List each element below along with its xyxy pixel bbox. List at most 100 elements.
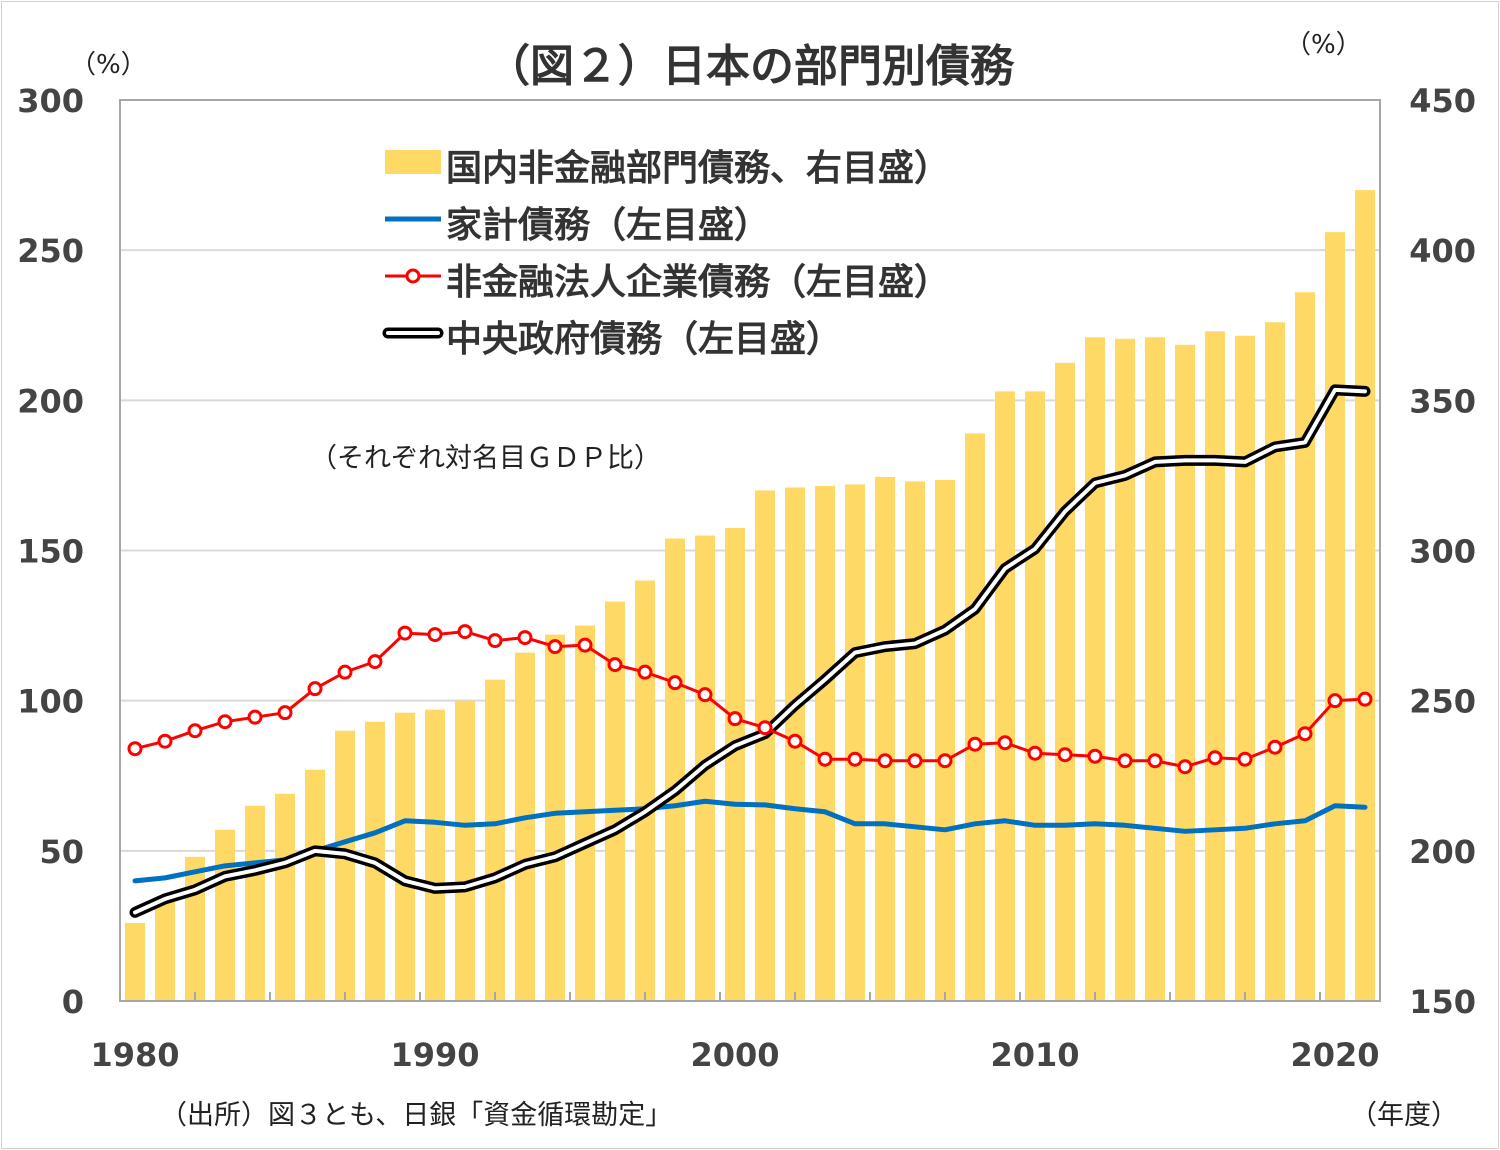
bar-1998 xyxy=(665,538,685,1001)
corporate-point-1988 xyxy=(367,654,383,670)
bar-1991 xyxy=(455,700,475,1001)
bar-2016 xyxy=(1205,331,1225,1001)
bar-2009 xyxy=(995,391,1015,1001)
bar-1993 xyxy=(515,652,535,1001)
source-note: （出所）図３とも、日銀「資金循環勘定」 xyxy=(160,1100,673,1131)
corporate-point-1999 xyxy=(697,687,713,703)
left-axis-unit: （%） xyxy=(70,50,147,80)
corporate-point-2018 xyxy=(1267,739,1283,755)
corporate-point-2019 xyxy=(1297,726,1313,742)
corporate-point-2007 xyxy=(937,753,953,769)
bar-2000 xyxy=(725,527,745,1001)
bar-2012 xyxy=(1085,337,1105,1002)
x-tick-label: 2010 xyxy=(990,1036,1079,1074)
corporate-point-1991 xyxy=(457,624,473,640)
right-tick-label: 300 xyxy=(1409,533,1476,571)
corporate-point-2012 xyxy=(1087,748,1103,764)
corporate-point-1995 xyxy=(577,637,593,653)
bar-1983 xyxy=(215,829,235,1001)
bar-1989 xyxy=(395,712,415,1001)
bar-2006 xyxy=(905,481,925,1001)
left-tick-label: 0 xyxy=(62,983,84,1021)
corporate-point-2013 xyxy=(1117,753,1133,769)
annotation: （それぞれ対名目ＧＤＰ比） xyxy=(310,443,661,474)
corporate-point-1981 xyxy=(157,733,173,749)
right-tick-label: 150 xyxy=(1409,983,1476,1021)
left-tick-label: 100 xyxy=(17,683,84,721)
corporate-point-1983 xyxy=(217,714,233,730)
right-tick-label: 400 xyxy=(1409,232,1476,270)
corporate-point-2015 xyxy=(1177,759,1193,775)
right-tick-label: 450 xyxy=(1409,82,1476,120)
corporate-point-1998 xyxy=(667,675,683,691)
bar-2021 xyxy=(1355,190,1375,1002)
corporate-point-2005 xyxy=(877,753,893,769)
corporate-point-1986 xyxy=(307,681,323,697)
corporate-point-2021 xyxy=(1357,691,1373,707)
legend-label: 中央政府債務（左目盛） xyxy=(446,319,843,360)
bar-2011 xyxy=(1055,362,1075,1002)
right-tick-label: 200 xyxy=(1409,833,1476,871)
bar-2008 xyxy=(965,433,985,1001)
bar-1980 xyxy=(125,922,145,1001)
corporate-point-2000 xyxy=(727,711,743,727)
corporate-point-1989 xyxy=(397,625,413,641)
corporate-point-2010 xyxy=(1027,745,1043,761)
bar-1986 xyxy=(305,769,325,1001)
legend-label: 国内非金融部門債務、右目盛） xyxy=(446,148,951,189)
bar-1996 xyxy=(605,601,625,1001)
left-tick-label: 300 xyxy=(17,82,84,120)
corporate-point-2009 xyxy=(997,735,1013,751)
corporate-point-2011 xyxy=(1057,747,1073,763)
bar-2004 xyxy=(845,484,865,1002)
bar-1981 xyxy=(155,901,175,1001)
left-tick-label: 250 xyxy=(17,232,84,270)
bar-2001 xyxy=(755,490,775,1001)
corporate-point-1993 xyxy=(517,630,533,646)
bar-2018 xyxy=(1265,322,1285,1001)
corporate-point-1996 xyxy=(607,657,623,673)
legend-swatch-bar xyxy=(385,150,441,174)
bar-1987 xyxy=(335,730,355,1001)
bar-2007 xyxy=(935,479,955,1002)
corporate-point-1980 xyxy=(127,741,143,757)
left-tick-label: 200 xyxy=(17,382,84,420)
legend-label: 家計債務（左目盛） xyxy=(446,205,771,246)
corporate-point-1987 xyxy=(337,664,353,680)
left-tick-label: 150 xyxy=(17,533,84,571)
bar-1992 xyxy=(485,679,505,1001)
corporate-point-2016 xyxy=(1207,750,1223,766)
bar-2003 xyxy=(815,485,835,1001)
bar-1997 xyxy=(635,580,655,1001)
corporate-point-2002 xyxy=(787,733,803,749)
bar-2019 xyxy=(1295,292,1315,1001)
legend-marker-corporate xyxy=(405,268,421,284)
corporate-point-2017 xyxy=(1237,751,1253,767)
corporate-point-1985 xyxy=(277,705,293,721)
series-household xyxy=(132,798,1368,884)
bar-1982 xyxy=(185,856,205,1001)
x-axis-unit: （年度） xyxy=(1350,1100,1458,1131)
x-tick-label: 1990 xyxy=(390,1036,479,1074)
series-central-government-inner xyxy=(133,387,1367,915)
corporate-point-1997 xyxy=(637,664,653,680)
bar-2014 xyxy=(1145,337,1165,1002)
bar-1994 xyxy=(545,634,565,1001)
bar-2020 xyxy=(1325,232,1345,1001)
corporate-point-1990 xyxy=(427,627,443,643)
bar-2017 xyxy=(1235,335,1255,1001)
x-tick-label: 2000 xyxy=(690,1036,779,1074)
plot-area xyxy=(119,99,1381,1002)
corporate-point-2014 xyxy=(1147,753,1163,769)
bar-2015 xyxy=(1175,344,1195,1001)
corporate-point-1984 xyxy=(247,709,263,725)
bar-1985 xyxy=(275,793,295,1001)
bar-1990 xyxy=(425,709,445,1001)
corporate-point-2003 xyxy=(817,751,833,767)
corporate-point-1992 xyxy=(487,633,503,649)
left-tick-label: 50 xyxy=(39,833,84,871)
corporate-point-2001 xyxy=(757,720,773,736)
right-tick-label: 350 xyxy=(1409,382,1476,420)
